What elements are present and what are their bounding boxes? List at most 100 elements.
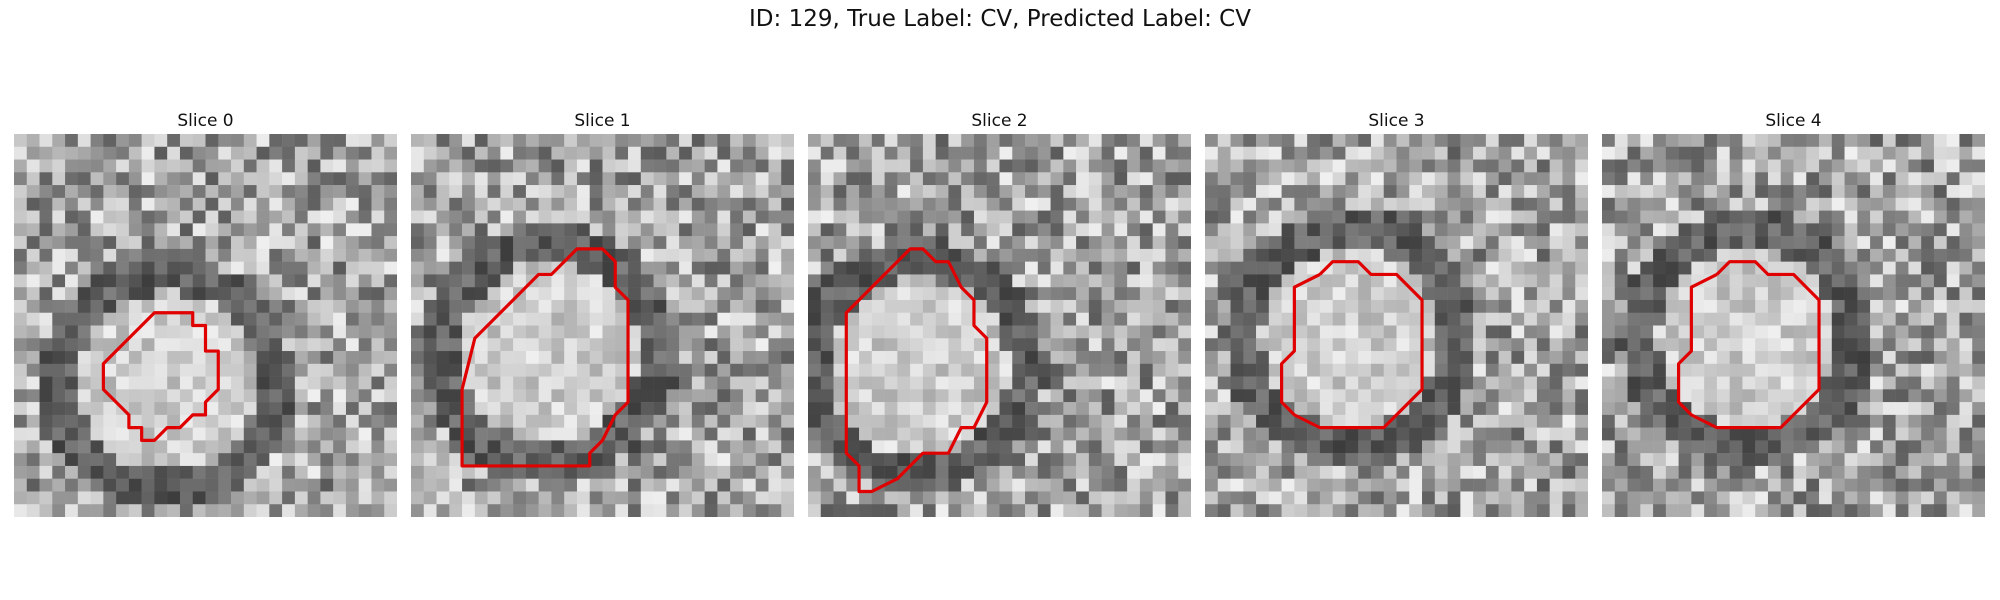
image-pixel <box>1358 491 1372 505</box>
image-pixel <box>487 146 501 160</box>
image-pixel <box>1806 312 1820 326</box>
image-pixel <box>1178 210 1191 224</box>
image-pixel <box>999 236 1013 250</box>
image-pixel <box>1665 146 1679 160</box>
image-pixel <box>871 427 885 441</box>
image-pixel <box>973 376 987 390</box>
image-pixel <box>1524 414 1538 428</box>
image-pixel <box>26 312 40 326</box>
image-pixel <box>411 261 425 275</box>
image-pixel <box>704 491 718 505</box>
image-pixel <box>128 465 142 479</box>
image-pixel <box>1307 504 1321 517</box>
image-pixel <box>628 236 642 250</box>
image-pixel <box>1434 363 1448 377</box>
image-pixel <box>653 465 667 479</box>
image-pixel <box>1793 440 1807 454</box>
image-pixel <box>1780 274 1794 288</box>
image-pixel <box>384 491 397 505</box>
image-pixel <box>205 134 219 148</box>
image-pixel <box>1767 134 1781 148</box>
image-pixel <box>1152 274 1166 288</box>
image-pixel <box>1549 274 1563 288</box>
image-pixel <box>1602 210 1616 224</box>
image-pixel <box>1409 338 1423 352</box>
image-pixel <box>1908 351 1922 365</box>
image-pixel <box>1422 465 1436 479</box>
image-pixel <box>833 210 847 224</box>
image-pixel <box>602 440 616 454</box>
image-pixel <box>1114 325 1128 339</box>
image-pixel <box>717 210 731 224</box>
image-pixel <box>1908 146 1922 160</box>
image-pixel <box>1345 363 1359 377</box>
image-pixel <box>1358 312 1372 326</box>
image-pixel <box>90 172 104 186</box>
image-pixel <box>1691 440 1705 454</box>
image-pixel <box>666 134 680 148</box>
image-pixel <box>1205 210 1219 224</box>
image-pixel <box>691 134 705 148</box>
image-pixel <box>1755 185 1769 199</box>
image-pixel <box>1549 172 1563 186</box>
image-pixel <box>371 465 385 479</box>
image-pixel <box>986 197 1000 211</box>
image-pixel <box>1549 491 1563 505</box>
image-pixel <box>103 325 117 339</box>
image-pixel <box>742 427 756 441</box>
image-pixel <box>1447 223 1461 237</box>
image-pixel <box>1921 312 1935 326</box>
image-pixel <box>1806 236 1820 250</box>
image-pixel <box>871 197 885 211</box>
image-pixel <box>640 465 654 479</box>
image-pixel <box>500 236 514 250</box>
image-pixel <box>1025 351 1039 365</box>
image-pixel <box>986 287 1000 301</box>
image-pixel <box>192 210 206 224</box>
image-pixel <box>1819 363 1833 377</box>
image-pixel <box>1908 389 1922 403</box>
image-pixel <box>1114 402 1128 416</box>
image-pixel <box>1152 248 1166 262</box>
image-pixel <box>1178 453 1191 467</box>
image-pixel <box>781 351 794 365</box>
image-pixel <box>1882 274 1896 288</box>
image-pixel <box>1602 236 1616 250</box>
image-pixel <box>1665 389 1679 403</box>
image-pixel <box>1653 338 1667 352</box>
image-pixel <box>1012 414 1026 428</box>
image-pixel <box>897 453 911 467</box>
image-pixel <box>1076 299 1090 313</box>
image-pixel <box>576 299 590 313</box>
image-pixel <box>1025 414 1039 428</box>
image-pixel <box>1511 414 1525 428</box>
image-pixel <box>679 465 693 479</box>
image-pixel <box>602 274 616 288</box>
image-pixel <box>910 223 924 237</box>
image-pixel <box>691 440 705 454</box>
image-pixel <box>1063 261 1077 275</box>
image-pixel <box>704 210 718 224</box>
image-pixel <box>192 427 206 441</box>
image-pixel <box>500 287 514 301</box>
image-pixel <box>551 389 565 403</box>
image-pixel <box>859 465 873 479</box>
image-pixel <box>1562 236 1576 250</box>
image-pixel <box>884 363 898 377</box>
image-pixel <box>589 172 603 186</box>
image-pixel <box>1345 287 1359 301</box>
image-pixel <box>1076 504 1090 517</box>
image-pixel <box>243 478 257 492</box>
image-pixel <box>935 210 949 224</box>
image-pixel <box>602 172 616 186</box>
image-pixel <box>192 274 206 288</box>
image-pixel <box>1691 504 1705 517</box>
image-pixel <box>910 287 924 301</box>
image-pixel <box>846 491 860 505</box>
image-pixel <box>39 376 53 390</box>
image-pixel <box>384 197 397 211</box>
image-pixel <box>333 389 347 403</box>
image-pixel <box>167 134 181 148</box>
image-pixel <box>640 504 654 517</box>
image-pixel <box>128 159 142 173</box>
